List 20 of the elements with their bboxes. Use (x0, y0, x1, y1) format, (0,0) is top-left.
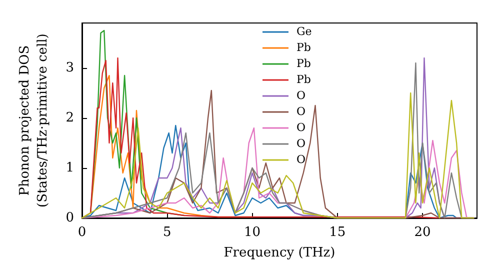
x-tick-label: 20 (414, 225, 431, 240)
legend-label: O (296, 153, 306, 166)
y-tick-label: 3 (66, 60, 74, 76)
x-tick-label: 5 (162, 225, 172, 240)
y-tick-label: 2 (66, 110, 74, 126)
legend-label: O (296, 89, 306, 102)
x-tick-label: 15 (329, 225, 346, 240)
x-tick-label: 10 (244, 225, 261, 240)
x-tick-label: 0 (78, 225, 86, 240)
y-axis-title: Phonon projected DOS (States/THz·primitive cell) (18, 33, 50, 208)
legend-label: Pb (296, 41, 311, 54)
y-tick-label: 0 (66, 210, 74, 226)
legend-label: Ge (296, 25, 312, 38)
legend-label: O (296, 121, 306, 134)
legend-label: O (296, 105, 306, 118)
x-axis-title: Frequency (THz) (224, 245, 336, 260)
y-tick-label: 1 (66, 160, 74, 176)
legend-label: Pb (296, 73, 311, 86)
legend-label: Pb (296, 57, 311, 70)
legend-label: O (296, 137, 306, 150)
